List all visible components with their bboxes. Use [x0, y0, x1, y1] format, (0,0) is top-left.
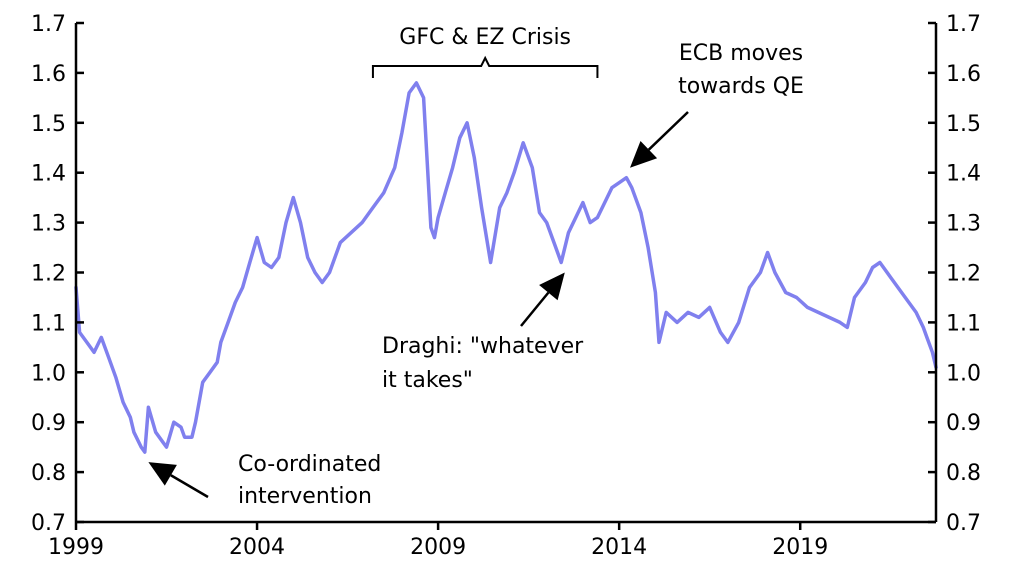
y-tick-label-left: 1.1 — [31, 311, 66, 336]
annotation-gfc-label: GFC & EZ Crisis — [399, 25, 571, 50]
series-layer — [74, 81, 938, 454]
y-tick-label-left: 1.2 — [31, 262, 66, 287]
y-tick-label-right: 1.4 — [946, 162, 981, 187]
y-tick-label-right: 0.9 — [946, 411, 981, 436]
y-tick-label-right: 1.5 — [946, 112, 981, 137]
x-tick-label: 2019 — [772, 535, 828, 560]
annotation-layer: GFC & EZ Crisis ECB moves towards QE Dra… — [148, 25, 804, 509]
y-tick-label-left: 0.9 — [31, 411, 66, 436]
annotation-coord-line2: intervention — [238, 484, 372, 509]
y-tick-label-right: 0.7 — [946, 511, 981, 536]
y-tick-label-right: 1.0 — [946, 361, 981, 386]
x-tick-label: 2014 — [591, 535, 647, 560]
y-tick-label-right: 1.1 — [946, 311, 981, 336]
annotation-draghi-line2: it takes" — [382, 368, 473, 393]
annotation-ecb-line2: towards QE — [678, 74, 804, 99]
y-tick-label-right: 1.6 — [946, 62, 981, 87]
y-tick-label-left: 1.5 — [31, 112, 66, 137]
annotation-ecb-arrow — [630, 111, 689, 168]
y-tick-label-left: 1.6 — [31, 62, 66, 87]
annotation-gfc-bracket — [371, 55, 599, 78]
annotation-ecb-line1: ECB moves — [679, 41, 803, 66]
y-tick-label-left: 1.3 — [31, 212, 66, 237]
y-tick-label-left: 0.8 — [31, 461, 66, 486]
annotation-draghi-arrow — [520, 272, 565, 327]
y-tick-label-left: 1.4 — [31, 162, 66, 187]
y-tick-label-right: 1.3 — [946, 212, 981, 237]
x-tick-label: 1999 — [48, 535, 104, 560]
annotation-coord-arrow — [148, 462, 209, 499]
y-tick-label-left: 0.7 — [31, 511, 66, 536]
annotation-coord-line1: Co-ordinated — [238, 452, 381, 477]
y-tick-label-right: 1.2 — [946, 262, 981, 287]
axes-layer: 0.7 0.7 0.8 0.8 0.9 0.9 1.0 1.0 1.1 1.1 1.2 1.2 1.3 1… — [31, 12, 981, 560]
annotation-draghi-line1: Draghi: "whatever — [382, 334, 584, 359]
y-tick-label-left: 1.7 — [31, 12, 66, 37]
y-tick-label-right: 0.8 — [946, 461, 981, 486]
x-tick-label: 2009 — [410, 535, 466, 560]
x-tick-label: 2004 — [229, 535, 285, 560]
y-tick-label-right: 1.7 — [946, 12, 981, 37]
y-tick-label-left: 1.0 — [31, 361, 66, 386]
series-line-0 — [74, 81, 938, 454]
